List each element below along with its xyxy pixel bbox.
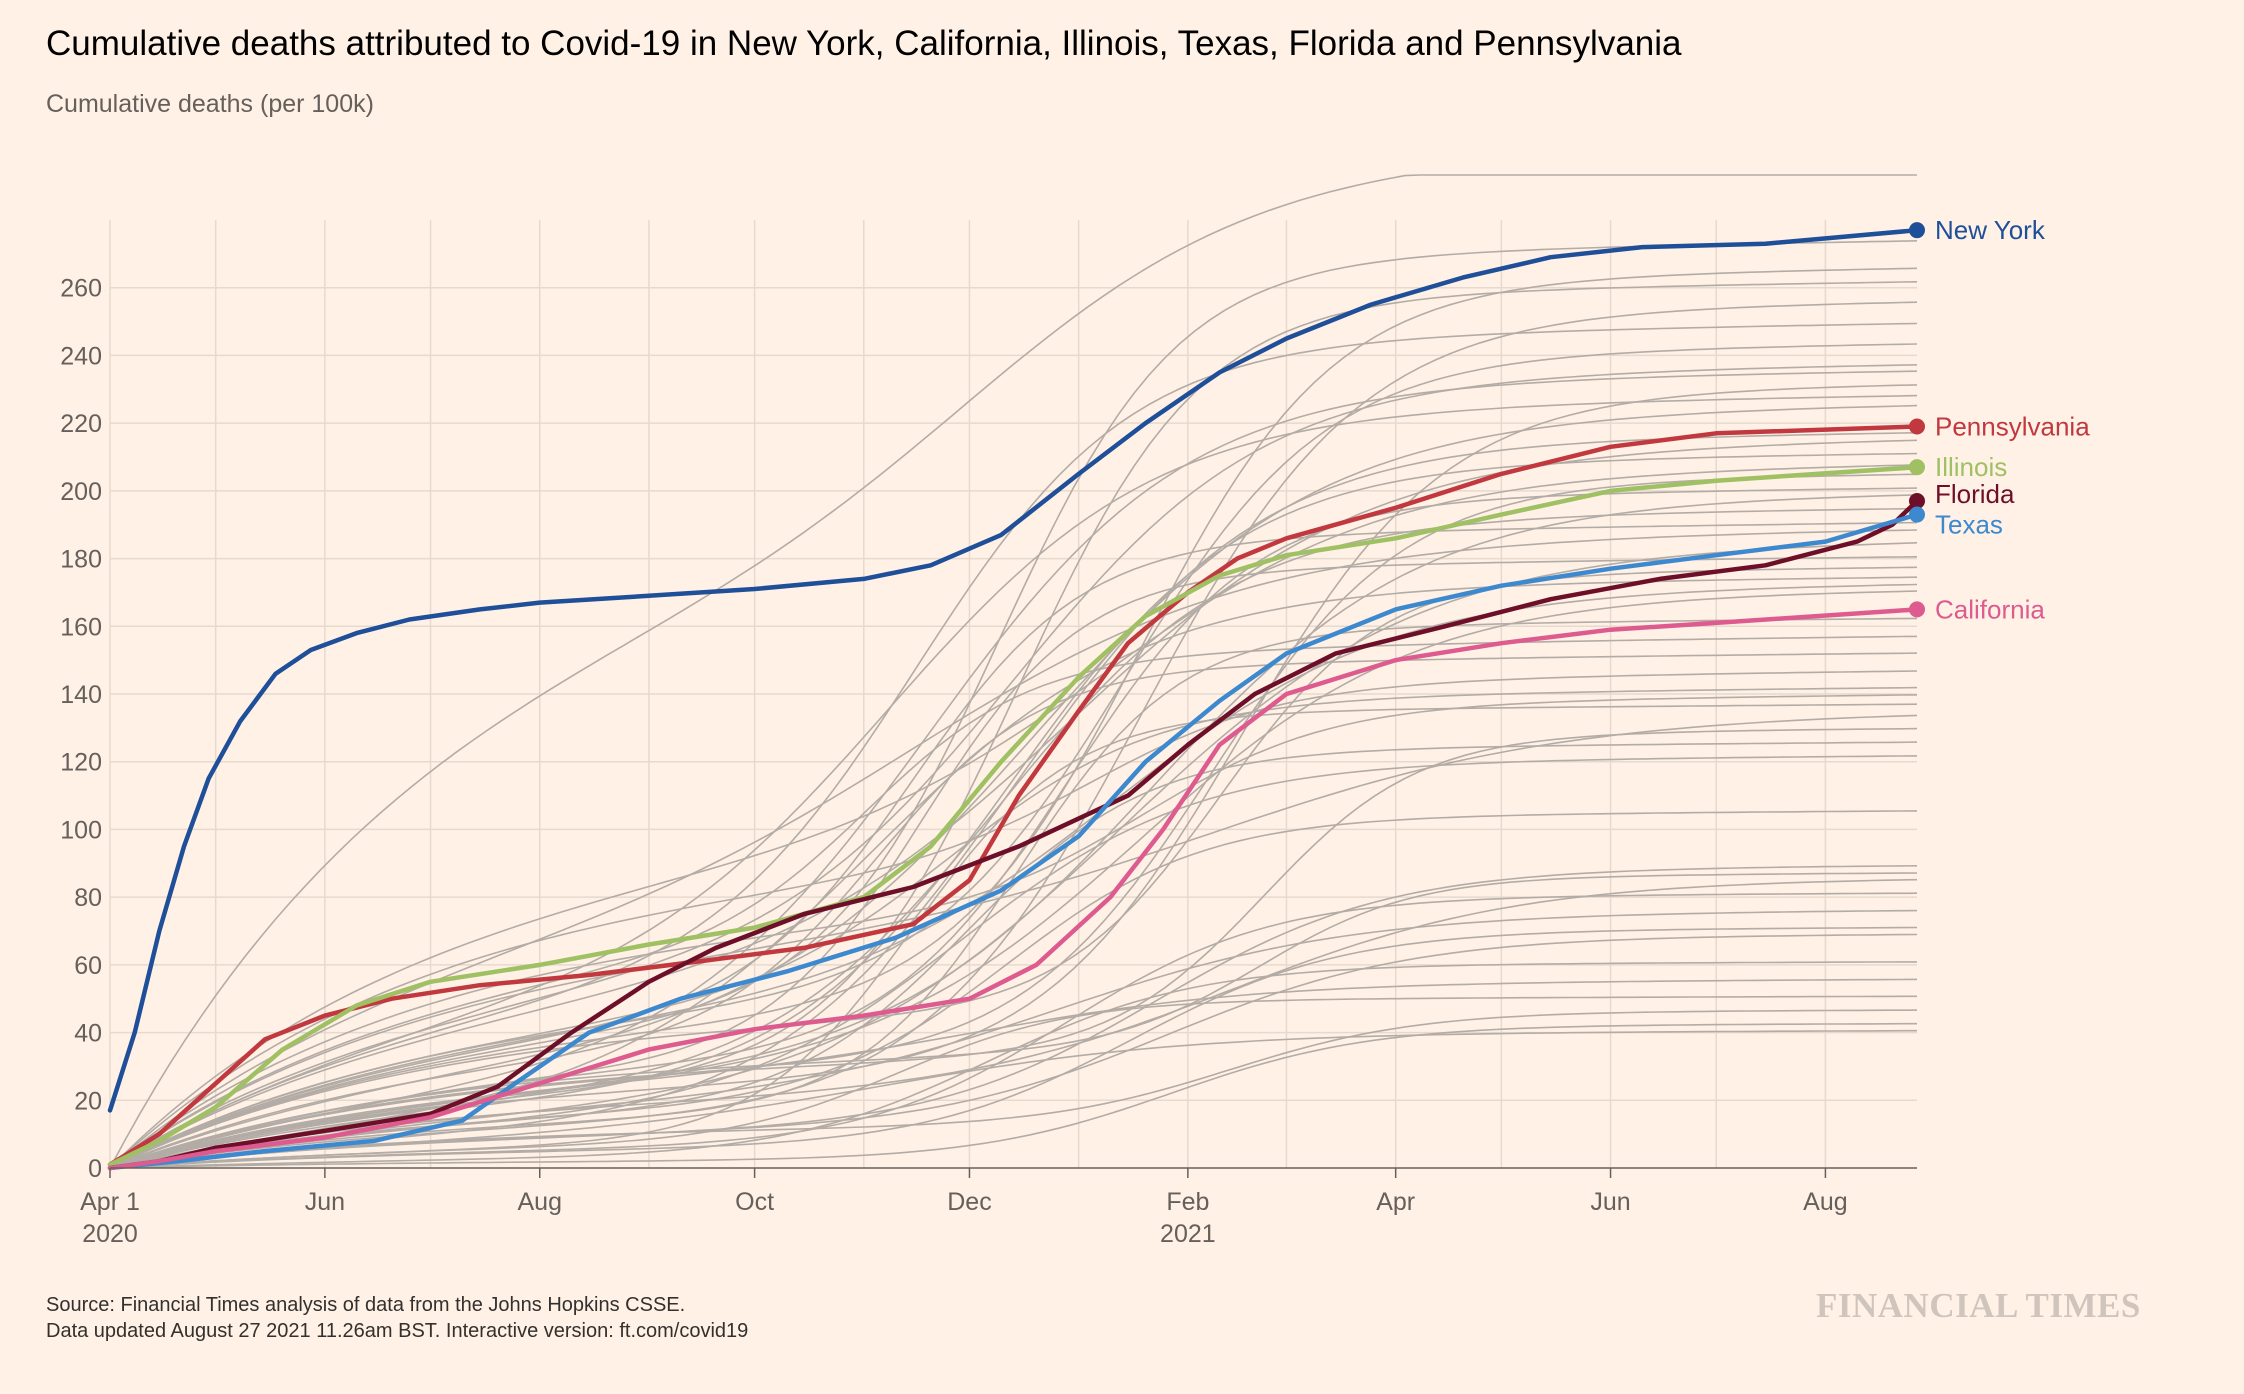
series-end-dot-new-york	[1909, 222, 1925, 239]
y-tick-label: 100	[60, 816, 102, 844]
series-line-california	[107, 607, 1920, 1171]
other-state-line	[109, 933, 1918, 1169]
other-state-line	[109, 1022, 1917, 1169]
other-state-line	[109, 995, 1917, 1169]
x-tick-year: 2021	[1160, 1220, 1216, 1248]
series-end-dot-florida	[1909, 493, 1925, 510]
series-label-new-york: New York	[1935, 215, 2046, 245]
y-tick-label: 240	[60, 342, 102, 370]
other-state-line	[109, 556, 1918, 1169]
x-tick-label: Oct	[735, 1188, 774, 1216]
series-line-new-york	[107, 227, 1920, 1113]
other-state-line	[109, 670, 1918, 1169]
other-state-line	[109, 301, 1918, 1169]
x-tick-label: Apr	[1376, 1188, 1415, 1216]
other-state-line	[109, 590, 1918, 1169]
other-state-line	[109, 432, 1918, 1169]
series-end-dot-pennsylvania	[1909, 418, 1925, 435]
other-state-line	[109, 727, 1918, 1169]
other-state-line	[109, 686, 1918, 1169]
series-end-dot-texas	[1909, 506, 1925, 523]
y-tick-label: 60	[74, 952, 102, 980]
other-state-line	[109, 521, 1918, 1169]
x-tick-label: Dec	[947, 1188, 991, 1216]
other-state-line	[109, 507, 1918, 1169]
series-label-illinois: Illinois	[1935, 452, 2007, 482]
y-tick-label: 140	[60, 681, 102, 709]
other-state-line	[109, 174, 1917, 1169]
other-state-line	[109, 576, 1918, 1169]
other-state-line	[109, 926, 1918, 1169]
line-chart: New York Pennsylvania IllinoisFloridaTexas…	[60, 174, 2090, 1248]
x-tick-label: Aug	[517, 1188, 561, 1216]
other-state-line	[109, 583, 1918, 1169]
other-state-line	[109, 978, 1918, 1169]
other-state-line	[109, 240, 1918, 1169]
chart-title: Cumulative deaths attributed to Covid-19…	[46, 24, 1682, 63]
x-tick-label: Apr 1	[80, 1188, 140, 1216]
other-state-line	[109, 810, 1918, 1169]
other-state-line	[109, 617, 1918, 1169]
series-line-florida	[107, 498, 1920, 1171]
other-state-line	[109, 439, 1918, 1169]
other-state-line	[109, 473, 1918, 1169]
y-tick-label: 220	[60, 410, 102, 438]
y-tick-label: 120	[60, 749, 102, 777]
series-line-illinois	[107, 464, 1920, 1167]
series-end-dot-illinois	[1909, 459, 1925, 476]
y-tick-label: 20	[74, 1087, 102, 1115]
series-end-dot-california	[1909, 601, 1925, 618]
series-label-california: California	[1935, 594, 2045, 624]
other-state-line	[109, 464, 1918, 1169]
y-tick-label: 180	[60, 546, 102, 574]
chart-subtitle: Cumulative deaths (per 100k)	[46, 90, 374, 118]
x-tick-label: Jun	[305, 1188, 345, 1216]
y-tick-label: 0	[88, 1155, 102, 1183]
other-state-line	[109, 487, 1918, 1169]
y-tick-label: 40	[74, 1020, 102, 1048]
other-state-line	[109, 961, 1917, 1169]
other-state-line	[109, 566, 1918, 1169]
series-label-pennsylvania: Pennsylvania	[1935, 412, 2090, 442]
other-state-line	[109, 755, 1918, 1169]
x-tick-year: 2020	[82, 1220, 138, 1248]
other-state-line	[109, 529, 1918, 1169]
series-line-texas	[107, 512, 1920, 1171]
y-tick-label: 80	[74, 884, 102, 912]
other-state-line	[109, 452, 1918, 1169]
series-label-florida: Florida	[1935, 479, 2015, 509]
other-state-line	[109, 542, 1918, 1169]
other-state-line	[109, 635, 1918, 1169]
x-tick-label: Jun	[1590, 1188, 1630, 1216]
series-label-texas: Texas	[1935, 510, 2003, 540]
updated-note: Data updated August 27 2021 11.26am BST.…	[46, 1320, 749, 1342]
source-note: Source: Financial Times analysis of data…	[46, 1294, 686, 1316]
other-state-line	[109, 394, 1918, 1169]
other-state-line	[109, 1029, 1917, 1169]
x-tick-label: Feb	[1166, 1188, 1209, 1216]
y-tick-label: 200	[60, 478, 102, 506]
x-tick-label: Aug	[1803, 1188, 1847, 1216]
other-state-line	[109, 694, 1918, 1169]
chart-footer: Source: Financial Times analysis of data…	[46, 1292, 748, 1344]
series-line-pennsylvania	[107, 424, 1920, 1167]
other-state-line	[109, 652, 1918, 1169]
y-tick-label: 260	[60, 275, 102, 303]
y-tick-label: 160	[60, 613, 102, 641]
ft-logo: FINANCIAL TIMES	[1816, 1286, 2141, 1325]
